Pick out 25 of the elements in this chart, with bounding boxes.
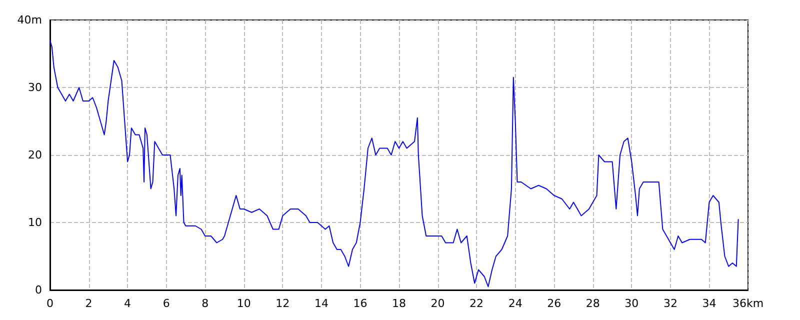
x-tick-label: 22 (470, 297, 484, 310)
x-tick-label: 2 (85, 297, 92, 310)
x-tick-label: 30 (624, 297, 639, 310)
x-tick-label: 12 (276, 297, 290, 310)
line-series (50, 40, 739, 288)
y-tick-label: 40m (17, 14, 42, 26)
y-tick-label: 20 (28, 148, 42, 162)
y-tick-label: 30 (28, 81, 42, 94)
y-tick-label: 0 (35, 284, 42, 296)
x-tick-label: 16 (353, 297, 368, 310)
x-tick-label: 18 (392, 297, 406, 310)
x-tick-label: 14 (314, 297, 328, 310)
x-tick-label: 6 (162, 297, 170, 310)
x-tick-label: 24 (508, 297, 522, 310)
x-tick-label: 28 (586, 297, 600, 310)
x-tick-label: 34 (702, 297, 716, 310)
x-tick-label: 0 (46, 297, 54, 310)
x-tick-label: 26 (547, 297, 562, 310)
x-tick-label: 32 (663, 297, 678, 310)
y-tick-label: 10 (28, 216, 42, 229)
x-tick-label: 36km (732, 297, 764, 310)
x-tick-label: 4 (124, 297, 132, 310)
x-tick-label: 10 (236, 297, 251, 310)
x-tick-label: 8 (202, 297, 209, 310)
x-tick-label: 20 (430, 297, 445, 310)
